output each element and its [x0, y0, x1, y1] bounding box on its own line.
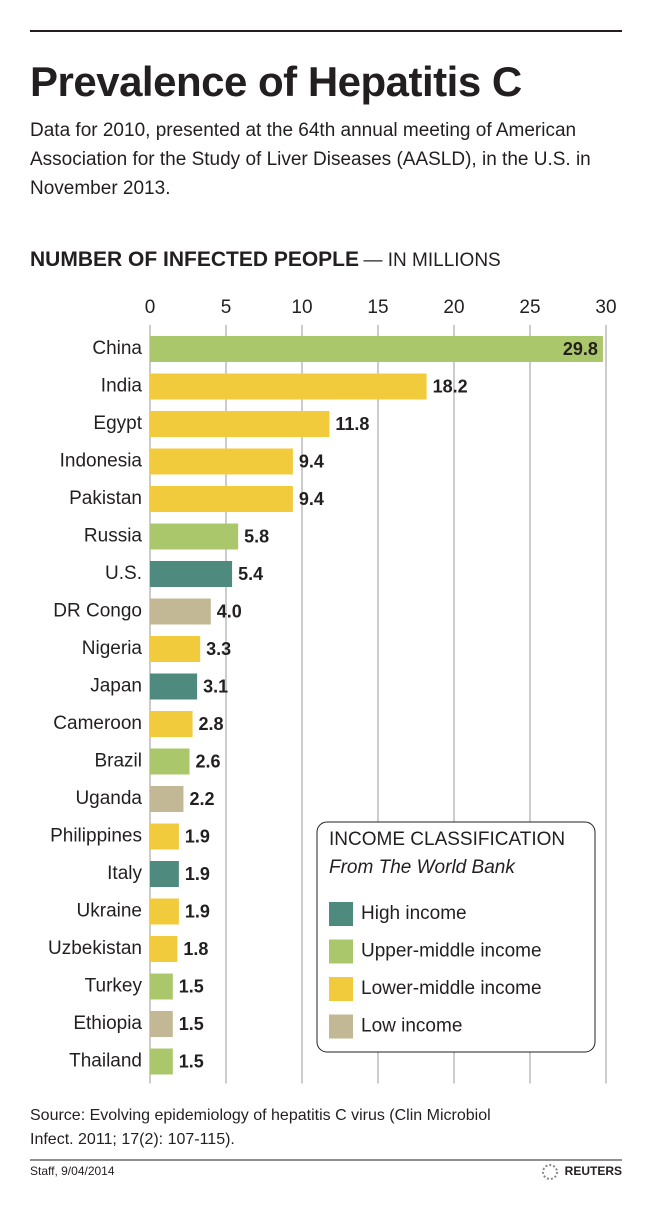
value-label: 11.8 — [335, 414, 369, 434]
x-tick-label: 20 — [443, 297, 464, 318]
category-label: Pakistan — [69, 488, 142, 509]
legend-swatch — [329, 1014, 353, 1039]
category-label: China — [92, 338, 142, 359]
source: Source: Evolving epidemiology of hepatit… — [30, 1107, 491, 1148]
value-label: 1.8 — [183, 939, 208, 959]
value-label: 1.9 — [185, 826, 210, 846]
bar — [150, 786, 184, 812]
value-label: 1.9 — [185, 864, 210, 884]
bar — [150, 373, 427, 400]
bar — [150, 598, 211, 625]
legend-label: Lower-middle income — [361, 978, 542, 999]
category-label: India — [101, 376, 143, 397]
x-tick-label: 15 — [367, 297, 388, 318]
category-label: U.S. — [105, 563, 142, 584]
legend-title: INCOME CLASSIFICATION — [329, 829, 565, 850]
category-label: Cameroon — [53, 713, 142, 734]
legend-box — [316, 821, 596, 1053]
x-tick-label: 10 — [291, 297, 312, 318]
bar — [150, 973, 173, 1000]
category-label: Turkey — [85, 976, 143, 997]
value-label: 29.8 — [563, 339, 598, 359]
bar — [150, 898, 179, 925]
value-label: 2.2 — [189, 789, 214, 809]
bar — [150, 748, 190, 775]
x-tick-label: 0 — [145, 297, 156, 318]
legend-subtitle: From The World Bank — [329, 857, 516, 878]
x-tick-label: 30 — [595, 297, 616, 318]
legend-swatch — [329, 977, 353, 1001]
value-label: 1.5 — [179, 1014, 204, 1034]
legend-swatch — [329, 939, 353, 964]
legend-swatch — [329, 902, 353, 926]
category-label: Brazil — [94, 751, 142, 772]
value-label: 5.8 — [244, 526, 269, 546]
bar — [150, 411, 330, 437]
value-label: 5.4 — [238, 564, 263, 584]
category-label: Egypt — [93, 413, 142, 434]
bar — [150, 636, 201, 662]
legend-label: Upper-middle income — [361, 941, 542, 962]
value-label: 1.9 — [185, 901, 210, 921]
bar — [150, 936, 178, 962]
bar — [150, 561, 233, 587]
chart-subtitle: Data for 2010, presented at the 64th ann… — [30, 120, 591, 199]
bar — [150, 448, 293, 475]
category-label: Japan — [90, 676, 142, 697]
bar — [150, 1011, 173, 1037]
category-label: Indonesia — [60, 451, 143, 472]
chart-title: Prevalence of Hepatitis C — [30, 58, 522, 105]
value-label: 3.3 — [206, 639, 231, 659]
category-label: Thailand — [69, 1051, 142, 1072]
value-label: 3.1 — [203, 676, 228, 696]
legend-label: Low income — [361, 1016, 462, 1037]
bar — [150, 861, 179, 887]
bar — [150, 486, 293, 512]
category-label: Uzbekistan — [48, 938, 142, 959]
value-label: 1.5 — [179, 1051, 204, 1071]
bar — [150, 336, 603, 362]
value-label: 1.5 — [179, 976, 204, 996]
bar — [150, 523, 239, 550]
axis-unit: — IN MILLIONS — [363, 250, 501, 271]
category-label: Uganda — [75, 788, 142, 809]
bar — [150, 711, 193, 737]
logo-icon — [542, 1164, 558, 1180]
value-label: 9.4 — [299, 489, 324, 509]
category-label: Ethiopia — [73, 1013, 142, 1034]
axis-title: NUMBER OF INFECTED PEOPLE — [30, 248, 360, 271]
category-label: Nigeria — [82, 638, 143, 659]
bar — [150, 673, 198, 700]
category-label: Russia — [84, 526, 143, 547]
x-tick-label: 25 — [519, 297, 540, 318]
value-label: 18.2 — [433, 376, 468, 396]
bar — [150, 1048, 173, 1075]
value-label: 9.4 — [299, 451, 324, 471]
bar — [150, 823, 179, 850]
category-label: Ukraine — [77, 901, 142, 922]
axis-heading: NUMBER OF INFECTED PEOPLE — IN MILLIONS — [30, 248, 501, 272]
logo: REUTERS — [565, 1164, 622, 1178]
category-label: Philippines — [50, 826, 142, 847]
value-label: 2.6 — [196, 751, 221, 771]
category-label: DR Congo — [53, 601, 142, 622]
category-label: Italy — [107, 863, 142, 884]
credit: Staff, 9/04/2014 — [30, 1164, 115, 1178]
value-label: 2.8 — [199, 714, 224, 734]
x-tick-label: 5 — [221, 297, 232, 318]
value-label: 4.0 — [217, 601, 242, 621]
legend-label: High income — [361, 903, 467, 924]
